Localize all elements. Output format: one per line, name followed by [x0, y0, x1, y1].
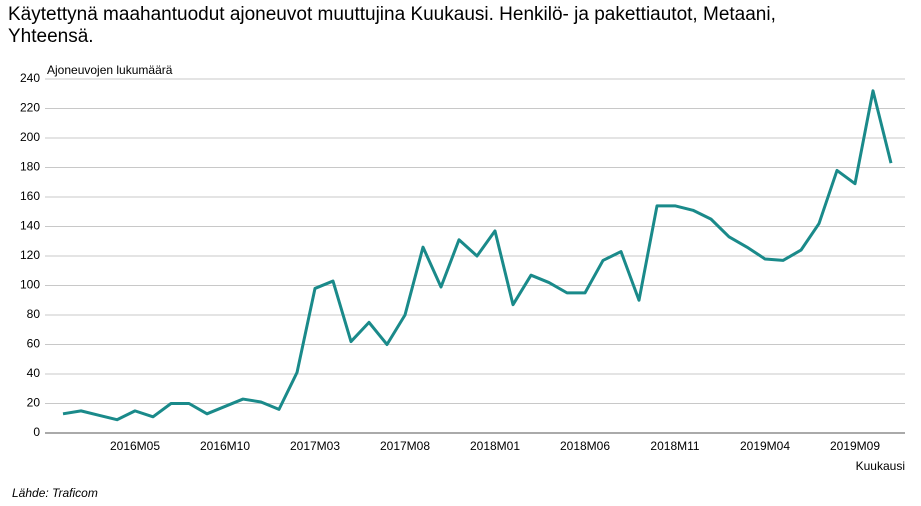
x-tick-label: 2017M08 [380, 439, 430, 453]
x-tick-label: 2019M09 [830, 439, 880, 453]
y-tick-label: 240 [20, 71, 40, 85]
line-series [62, 89, 893, 422]
y-tick-label: 200 [20, 130, 40, 144]
x-tick-label: 2016M05 [110, 439, 160, 453]
x-tick-label: 2018M01 [470, 439, 520, 453]
y-tick-label: 0 [33, 425, 40, 439]
x-tick-label: 2018M06 [560, 439, 610, 453]
y-tick-label: 140 [20, 219, 40, 233]
y-tick-label: 60 [27, 337, 41, 351]
y-tick-label: 160 [20, 189, 40, 203]
y-tick-label: 220 [20, 101, 40, 115]
y-tick-label: 80 [27, 307, 41, 321]
x-tick-label: 2017M03 [290, 439, 340, 453]
y-tick-label: 180 [20, 160, 40, 174]
y-tick-label: 100 [20, 278, 40, 292]
x-tick-label: 2018M11 [650, 439, 699, 453]
chart-title: Käytettynä maahantuodut ajoneuvot muuttu… [8, 4, 776, 47]
x-axis-label: Kuukausi [856, 459, 905, 473]
y-tick-label: 20 [27, 396, 41, 410]
x-tick-label: 2019M04 [740, 439, 790, 453]
y-axis-label: Ajoneuvojen lukumäärä [47, 63, 173, 77]
x-tick-label: 2016M10 [200, 439, 250, 453]
source: Lähde: Traficom [12, 486, 98, 500]
y-tick-label: 40 [27, 366, 41, 380]
y-tick-label: 120 [20, 248, 40, 262]
